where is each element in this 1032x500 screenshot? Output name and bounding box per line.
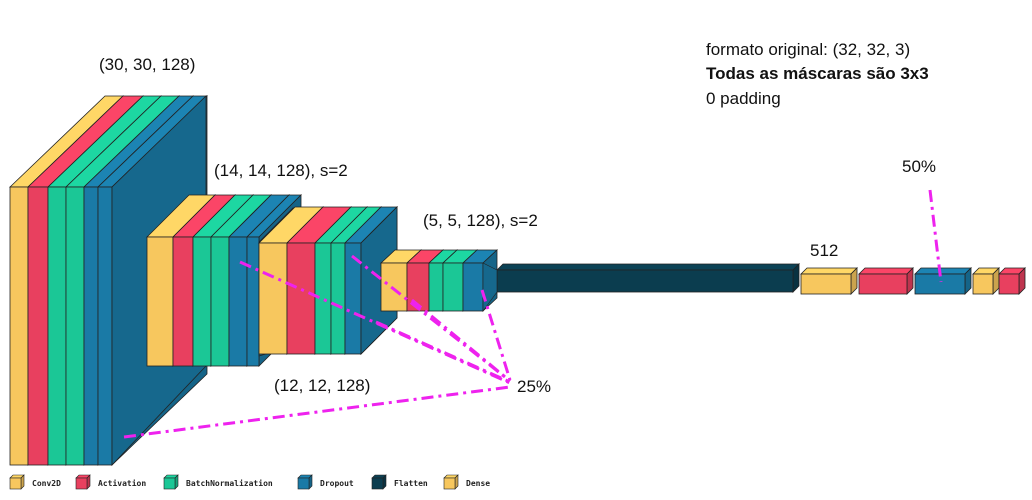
dense-activation	[858, 267, 914, 295]
legend-label: Dropout	[320, 479, 354, 488]
output-activation	[998, 267, 1026, 295]
ann-line-block4-c	[411, 298, 511, 383]
legend-swatch	[297, 477, 310, 490]
dense-dropout	[914, 267, 972, 295]
legend-item-conv2d: Conv2D	[9, 474, 61, 490]
legend: Conv2D Activation BatchNormalization Dropou…	[9, 474, 490, 490]
ann-line-block4-b	[480, 289, 512, 381]
dropout-annotations	[123, 189, 943, 439]
legend-item-dropout: Dropout	[297, 474, 354, 490]
legend-swatch	[9, 477, 22, 490]
legend-item-activation: Activation	[75, 474, 146, 490]
layer-stack	[9, 95, 1026, 467]
legend-swatch	[443, 477, 456, 490]
note-padding: 0 padding	[706, 89, 781, 108]
block1-shape-label: (30, 30, 128)	[99, 55, 195, 74]
ann-line-block1	[123, 385, 511, 439]
dense-units-label: 512	[810, 241, 838, 260]
note-kernel-size: Todas as máscaras são 3x3	[706, 64, 929, 83]
block2-shape-label: (14, 14, 128), s=2	[214, 161, 348, 180]
legend-swatch	[75, 477, 88, 490]
legend-label: Flatten	[394, 479, 428, 488]
flatten-layer	[496, 263, 800, 293]
ann-line-block4-a	[375, 320, 511, 384]
legend-swatch	[371, 477, 384, 490]
ann-line-dropout50	[928, 189, 943, 283]
dropout-50-label: 50%	[902, 157, 936, 176]
legend-label: Dense	[466, 479, 490, 488]
note-original-shape: formato original: (32, 32, 3)	[706, 40, 910, 59]
dropout-25-label: 25%	[517, 377, 551, 396]
legend-swatch	[163, 477, 176, 490]
legend-item-dense: Dense	[443, 474, 490, 490]
block3-shape-label: (12, 12, 128)	[274, 376, 370, 395]
block4-shape-label: (5, 5, 128), s=2	[423, 211, 538, 230]
legend-label: Activation	[98, 478, 146, 488]
dense-512	[800, 267, 858, 295]
legend-label: Conv2D	[32, 479, 61, 488]
legend-item-batchnormalization: BatchNormalization	[163, 474, 273, 490]
output-dense	[972, 267, 1000, 295]
legend-label: BatchNormalization	[186, 478, 273, 488]
legend-item-flatten: Flatten	[371, 474, 428, 490]
